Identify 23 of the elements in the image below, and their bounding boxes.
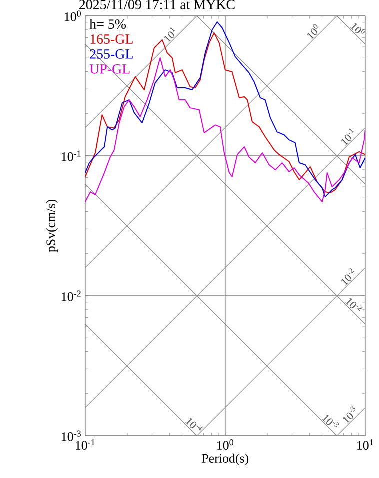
x-tick-label: 10$^{-1}$ — [76, 440, 95, 450]
annotation: 10$^{0}$ — [307, 24, 318, 40]
chart-title: 2025/11/09 17:11 at MYKC — [79, 0, 235, 10]
annotation: 10$^{-2}$ — [345, 298, 362, 312]
annotation: 10$^{-3}$ — [343, 406, 356, 424]
x-tick-label: 10$^{1}$ — [357, 440, 374, 450]
y-tick-label: 10$^{0}$ — [64, 10, 81, 22]
x-tick-label: 10$^{0}$ — [217, 440, 234, 450]
annotation: 10$^{0}$ — [350, 23, 366, 34]
series-label: 165-GL — [90, 34, 133, 44]
x-axis-title: Period(s) — [202, 454, 248, 466]
y-axis-title: pSv(cm/s) — [46, 200, 58, 252]
annotation: h= 5% — [90, 19, 126, 30]
y-tick-label: 10$^{-2}$ — [62, 290, 81, 302]
annotation: 10$^{-3}$ — [322, 415, 339, 428]
y-tick-label: 10$^{-1}$ — [62, 150, 81, 162]
y-tick-label: 10$^{-3}$ — [62, 430, 81, 442]
text: 255-GL — [90, 50, 133, 59]
annotation: 10$^{-2}$ — [341, 268, 354, 286]
annotation: 10$^{-4}$ — [185, 418, 203, 431]
annotation: 10$^{-1}$ — [341, 128, 354, 146]
series-label: UP-GL — [90, 64, 130, 74]
annotation: 10$^{1}$ — [164, 28, 176, 43]
